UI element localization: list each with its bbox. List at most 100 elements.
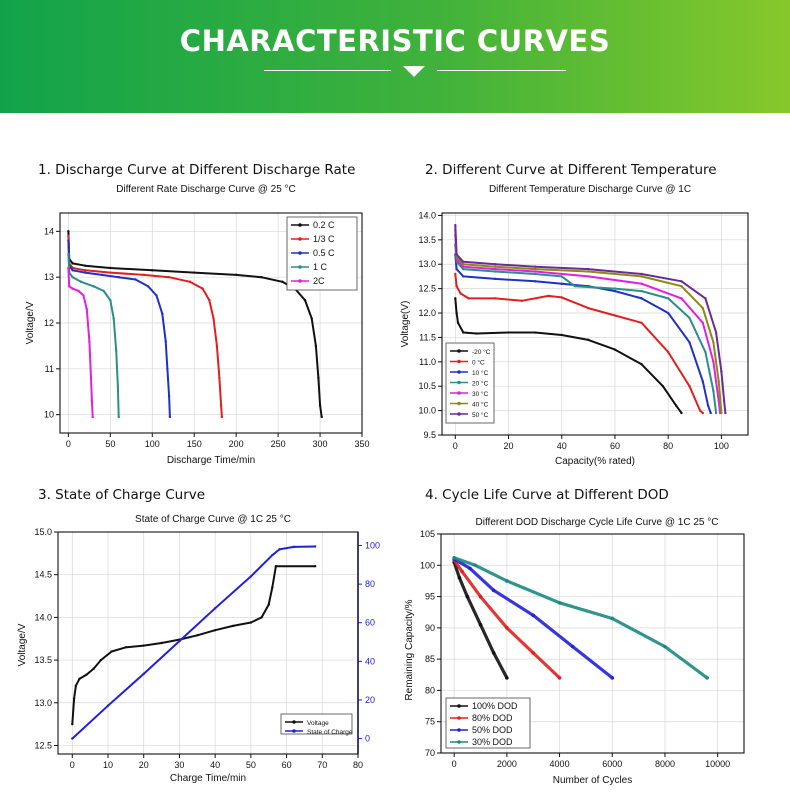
- y-tick-label: 13.5: [34, 655, 52, 665]
- section-title-discharge-rate: 1. Discharge Curve at Different Discharg…: [38, 162, 356, 178]
- data-point: [587, 338, 590, 342]
- x-tick-label: 150: [187, 439, 202, 449]
- data-point: [613, 287, 617, 290]
- data-point: [613, 348, 617, 351]
- data-point: [462, 331, 465, 334]
- data-point: [281, 280, 284, 283]
- data-point: [478, 622, 483, 627]
- legend-label: 80% DOD: [472, 713, 513, 723]
- x-tick-label: 30: [174, 760, 184, 770]
- y-tick-label: 12.0: [418, 308, 436, 318]
- y-tick-label: 100: [420, 560, 435, 570]
- legend-marker: [457, 370, 461, 374]
- x-tick-label: 80: [353, 760, 363, 770]
- data-point: [533, 280, 537, 283]
- legend-label: 40 °C: [472, 401, 489, 409]
- data-point: [212, 317, 215, 320]
- x-tick-label: 0: [70, 760, 75, 770]
- legend-marker: [298, 223, 302, 227]
- data-point: [155, 294, 158, 297]
- legend-marker: [292, 729, 296, 733]
- plot-frame: [440, 533, 745, 754]
- data-point: [714, 411, 718, 415]
- data-point: [494, 277, 497, 281]
- series-line-2: [71, 545, 317, 740]
- data-point: [67, 230, 70, 233]
- data-point: [531, 613, 536, 618]
- data-point: [78, 677, 81, 681]
- data-point: [705, 676, 709, 680]
- data-point: [570, 644, 575, 649]
- x-axis-label: Charge Time/min: [170, 773, 246, 784]
- data-point: [292, 545, 295, 549]
- data-point: [533, 272, 537, 276]
- legend-label: 1/3 C: [313, 234, 335, 244]
- legend-marker: [457, 728, 461, 732]
- y-tick-label: 14: [44, 226, 54, 236]
- legend-marker: [298, 251, 302, 255]
- series-line-6: [454, 229, 723, 414]
- data-point: [116, 385, 120, 389]
- data-point: [533, 265, 537, 268]
- data-point: [92, 667, 95, 670]
- data-point: [701, 411, 704, 415]
- data-point: [124, 646, 128, 649]
- legend-label: 100% DOD: [472, 701, 518, 711]
- page-title: CHARACTERISTIC CURVES: [179, 24, 611, 58]
- x-axis-label: Number of Cycles: [553, 775, 632, 786]
- data-point: [505, 626, 509, 630]
- y-tick-label: 15.0: [34, 527, 52, 537]
- data-point: [680, 280, 683, 283]
- legend-marker: [457, 412, 461, 416]
- data-point: [454, 272, 457, 276]
- x-axis-label: Discharge Time/min: [167, 455, 255, 466]
- data-point: [587, 306, 590, 310]
- data-point: [71, 737, 74, 740]
- y2-tick-label: 80: [365, 579, 375, 589]
- data-point: [320, 415, 323, 419]
- data-point: [134, 278, 137, 281]
- data-point: [666, 297, 670, 300]
- x-tick-label: 350: [354, 439, 369, 449]
- data-point: [459, 292, 462, 295]
- legend-marker: [457, 349, 461, 353]
- section-title-temperature: 2. Different Curve at Different Temperat…: [425, 162, 717, 178]
- series-line-4: [67, 253, 120, 418]
- legend-label: Voltage: [307, 720, 329, 727]
- data-point: [161, 312, 164, 316]
- data-point: [74, 684, 78, 687]
- legend-label: 0.2 C: [313, 220, 335, 230]
- data-point: [454, 223, 457, 227]
- data-point: [462, 260, 465, 263]
- data-point: [587, 270, 590, 273]
- data-point: [110, 650, 113, 653]
- data-point: [724, 411, 727, 415]
- y-tick-label: 90: [425, 623, 435, 633]
- data-point: [92, 285, 95, 288]
- legend-marker: [457, 740, 461, 744]
- y-tick-label: 75: [425, 717, 435, 727]
- x-tick-label: 0: [453, 441, 458, 451]
- data-point: [249, 575, 253, 578]
- data-point: [260, 275, 263, 279]
- legend-marker: [298, 237, 302, 241]
- plot-frame: [441, 212, 749, 436]
- y-axis-label: Voltage/V: [17, 623, 28, 666]
- data-point: [271, 586, 274, 589]
- data-point: [106, 704, 110, 707]
- data-point: [71, 287, 74, 290]
- legend-marker: [457, 401, 461, 406]
- data-point: [720, 411, 723, 415]
- data-point: [640, 321, 643, 324]
- header-banner: CHARACTERISTIC CURVES: [0, 0, 790, 113]
- section-title-state-of-charge: 3. State of Charge Curve: [38, 487, 206, 503]
- series-line-5: [454, 234, 722, 414]
- legend-marker: [457, 391, 461, 395]
- data-point: [215, 344, 219, 348]
- data-point: [201, 287, 204, 290]
- data-point: [680, 297, 683, 300]
- legend-marker: [457, 704, 461, 708]
- data-point: [680, 284, 683, 288]
- data-point: [467, 297, 470, 300]
- data-point: [462, 263, 465, 266]
